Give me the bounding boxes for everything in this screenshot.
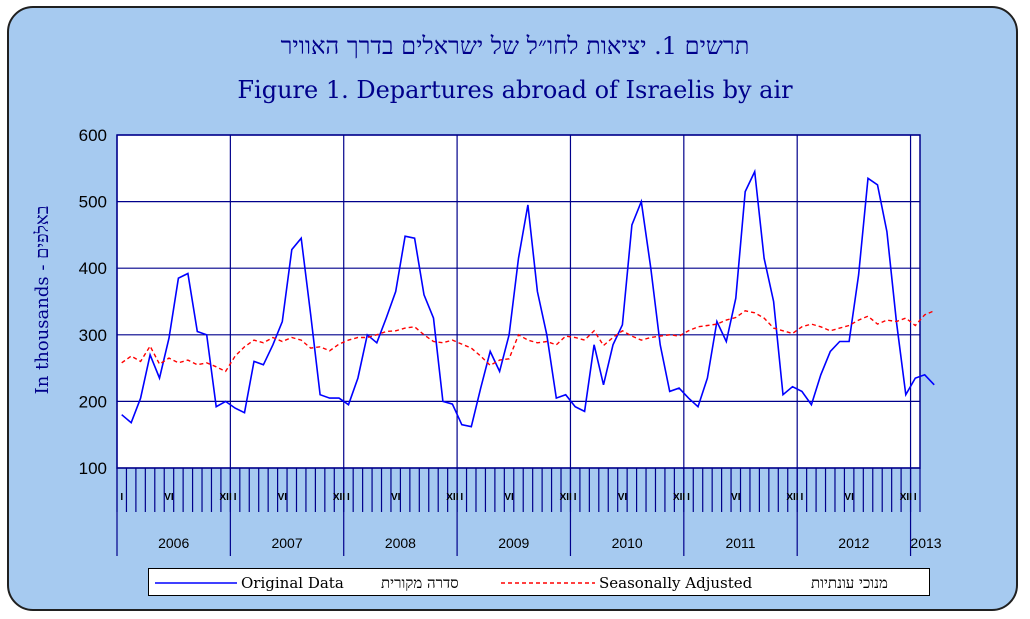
x-month-label: XII xyxy=(900,492,912,503)
y-tick-label: 200 xyxy=(79,392,107,411)
x-axis: I VI XII I VI XII I VI XII I VI XII I VI XII I VI XII I VI X… xyxy=(116,468,942,551)
y-tick-label: 600 xyxy=(79,126,107,145)
y-tick-label: 300 xyxy=(79,326,107,345)
legend-adjusted-en: Seasonally Adjusted xyxy=(599,574,753,592)
y-tick-label: 100 xyxy=(79,459,107,478)
legend-adjusted-he: מנוכי עונתיות xyxy=(811,574,888,592)
x-month-label: I xyxy=(120,492,123,503)
x-month-label: VI xyxy=(391,492,401,503)
x-year-label: 2009 xyxy=(498,535,529,551)
y-axis-label: In thousands - באלפים xyxy=(32,206,53,395)
x-month-label: I xyxy=(574,492,577,503)
x-month-label: XII xyxy=(560,492,572,503)
x-month-label: I xyxy=(687,492,690,503)
x-month-label: I xyxy=(460,492,463,503)
x-month-label: I xyxy=(914,492,917,503)
plot-background xyxy=(116,134,921,469)
x-month-label: I xyxy=(234,492,237,503)
x-year-label: 2006 xyxy=(158,535,189,551)
x-month-label: VI xyxy=(731,492,741,503)
x-month-label: VI xyxy=(844,492,854,503)
y-tick-label: 400 xyxy=(79,259,107,278)
x-month-label: XII xyxy=(446,492,458,503)
legend-original-en: Original Data xyxy=(241,574,344,592)
x-month-label: XII xyxy=(220,492,232,503)
x-year-label: 2010 xyxy=(612,535,643,551)
x-month-label: VI xyxy=(618,492,628,503)
chart-title-english: Figure 1. Departures abroad of Israelis … xyxy=(237,76,793,104)
x-year-label: 2007 xyxy=(271,535,302,551)
x-month-label: VI xyxy=(504,492,514,503)
x-month-label: XII xyxy=(673,492,685,503)
x-month-label: XII xyxy=(786,492,798,503)
x-month-label: XII xyxy=(333,492,345,503)
x-year-label: 2011 xyxy=(725,535,755,551)
x-year-label: 2012 xyxy=(838,535,869,551)
x-year-label: 2013 xyxy=(910,535,941,551)
x-month-label: I xyxy=(801,492,804,503)
legend: Original Data סדרה מקורית Seasonally Adj… xyxy=(148,568,930,596)
y-tick-label: 500 xyxy=(79,193,107,212)
x-month-label: VI xyxy=(164,492,174,503)
legend-original-he: סדרה מקורית xyxy=(381,574,459,592)
x-year-label: 2008 xyxy=(385,535,416,551)
x-month-label: I xyxy=(347,492,350,503)
chart-title-hebrew: תרשים 1. יציאות לחו״ל של ישראלים בדרך הא… xyxy=(280,32,750,60)
y-axis-ticks: 100 200 300 400 500 600 xyxy=(79,126,107,478)
plot-area xyxy=(116,134,921,469)
series-lines xyxy=(121,168,935,428)
x-month-label: VI xyxy=(278,492,288,503)
series-original-line xyxy=(121,168,935,428)
